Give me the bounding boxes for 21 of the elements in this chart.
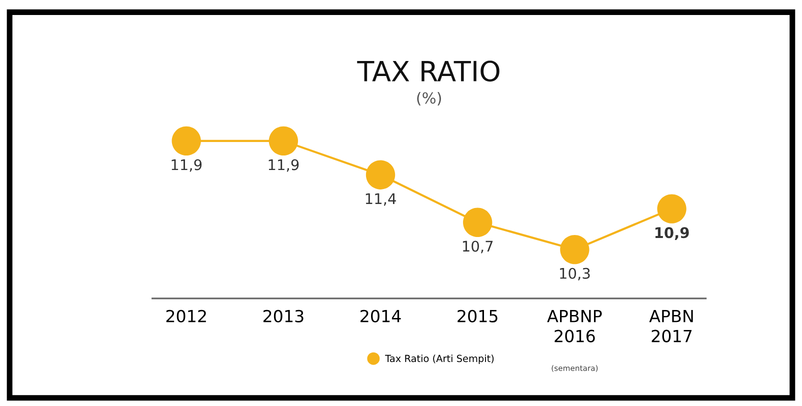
x-tick-label: 2013 xyxy=(263,310,304,322)
point xyxy=(560,234,590,264)
point xyxy=(268,126,298,156)
point xyxy=(657,194,686,224)
point xyxy=(366,160,396,190)
chart-title: TAX RATIO xyxy=(357,60,500,82)
x-tick-label: 2012 xyxy=(166,310,206,322)
x-tick-label: APBN 2017 xyxy=(649,310,693,342)
data-label: 10,3 xyxy=(560,268,590,280)
point xyxy=(463,208,492,237)
chart-subtitle: (%) xyxy=(417,92,441,106)
data-label: 11,4 xyxy=(366,193,396,206)
data-label: 10,7 xyxy=(462,240,493,254)
x-tick-label: APBNP 2016 xyxy=(547,310,602,342)
x-tick-label: 2015 xyxy=(458,310,498,322)
data-label: 10,9 xyxy=(655,227,689,240)
data-label: 11,9 xyxy=(172,159,202,172)
point xyxy=(172,126,201,156)
x-tick-label: 2014 xyxy=(360,310,401,322)
data-label: 11,9 xyxy=(268,159,299,172)
legend-label: Tax Ratio (Arti Sempit) xyxy=(385,354,494,364)
